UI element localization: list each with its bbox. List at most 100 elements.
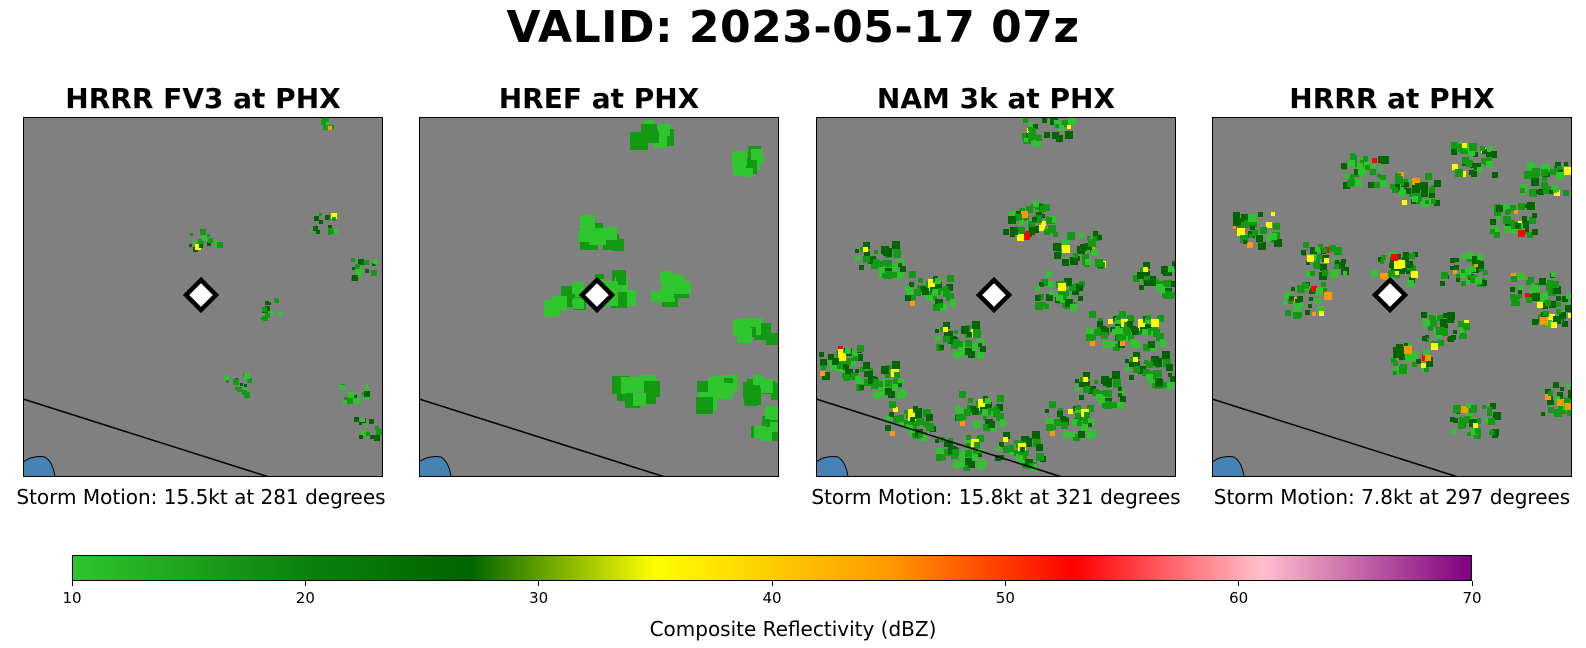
reflectivity-echo: [1032, 217, 1037, 222]
reflectivity-echo: [954, 340, 960, 346]
reflectivity-echo: [947, 275, 954, 282]
reflectivity-echo: [325, 215, 330, 220]
reflectivity-echo: [1415, 183, 1420, 188]
reflectivity-echo: [1492, 432, 1498, 438]
reflectivity-echo: [1474, 263, 1478, 267]
reflectivity-echo: [1069, 284, 1076, 291]
reflectivity-echo: [1430, 320, 1437, 327]
reflectivity-echo: [1118, 387, 1122, 391]
reflectivity-echo: [332, 217, 336, 221]
reflectivity-echo: [1022, 133, 1029, 140]
reflectivity-echo: [899, 420, 904, 425]
reflectivity-echo: [1143, 344, 1150, 351]
reflectivity-echo: [1321, 282, 1326, 287]
reflectivity-echo: [1463, 323, 1470, 330]
reflectivity-echo: [995, 446, 1000, 451]
reflectivity-echo: [944, 449, 951, 456]
reflectivity-echo: [261, 317, 264, 320]
reflectivity-echo: [884, 271, 892, 279]
reflectivity-echo: [1462, 334, 1467, 339]
reflectivity-echo: [966, 435, 971, 440]
reflectivity-echo: [1016, 454, 1023, 461]
reflectivity-echo: [356, 271, 362, 277]
reflectivity-echo: [1333, 257, 1337, 261]
reflectivity-echo: [1395, 271, 1399, 275]
reflectivity-echo: [198, 239, 204, 245]
reflectivity-echo: [347, 398, 353, 404]
reflectivity-echo: [1154, 358, 1162, 366]
reflectivity-echo: [1003, 446, 1010, 453]
reflectivity-echo: [1567, 397, 1572, 405]
reflectivity-echo: [1062, 245, 1070, 253]
reflectivity-echo: [1450, 266, 1454, 270]
reflectivity-echo: [1557, 392, 1563, 398]
reflectivity-echo: [354, 395, 357, 398]
reflectivity-echo: [1168, 373, 1172, 377]
reflectivity-echo: [1297, 296, 1303, 302]
reflectivity-echo: [1150, 276, 1156, 282]
reflectivity-echo: [1556, 172, 1564, 180]
reflectivity-echo: [1475, 277, 1482, 284]
reflectivity-echo: [889, 401, 896, 408]
reflectivity-echo: [1553, 382, 1559, 388]
reflectivity-echo: [923, 421, 929, 427]
reflectivity-echo: [1421, 312, 1427, 318]
reflectivity-echo: [1460, 328, 1465, 333]
reflectivity-echo: [1482, 149, 1487, 154]
reflectivity-echo: [1511, 273, 1516, 278]
reflectivity-echo: [1443, 313, 1448, 318]
reflectivity-echo: [328, 232, 331, 235]
reflectivity-echo: [943, 289, 950, 296]
reflectivity-echo: [1129, 330, 1134, 335]
reflectivity-echo: [1473, 423, 1478, 428]
reflectivity-echo: [358, 259, 364, 265]
reflectivity-echo: [1363, 156, 1368, 161]
reflectivity-echo: [949, 339, 953, 343]
reflectivity-echo: [1404, 346, 1412, 354]
reflectivity-echo: [1518, 273, 1525, 280]
reflectivity-echo: [1560, 387, 1564, 391]
reflectivity-echo: [1510, 294, 1516, 300]
reflectivity-echo: [1562, 296, 1568, 302]
reflectivity-echo: [855, 249, 859, 253]
reflectivity-echo: [1046, 271, 1052, 277]
reflectivity-echo: [943, 336, 950, 343]
reflectivity-echo: [1137, 272, 1144, 279]
reflectivity-echo: [943, 322, 950, 329]
colorbar-label: Composite Reflectivity (dBZ): [649, 617, 937, 641]
reflectivity-echo: [1492, 172, 1498, 178]
reflectivity-echo: [1103, 327, 1108, 332]
reflectivity-echo: [1434, 180, 1441, 187]
reflectivity-echo: [376, 429, 382, 435]
state-border: [816, 398, 1063, 477]
reflectivity-echo: [1324, 258, 1329, 263]
reflectivity-echo: [1320, 264, 1327, 271]
reflectivity-echo: [1518, 203, 1525, 210]
reflectivity-echo: [855, 369, 859, 373]
colorbar-tick-mark: [1004, 581, 1006, 586]
reflectivity-echo: [1568, 390, 1572, 398]
reflectivity-echo: [1151, 319, 1159, 327]
reflectivity-echo: [1009, 211, 1015, 217]
reflectivity-echo: [1476, 261, 1484, 269]
reflectivity-echo: [1527, 202, 1535, 210]
reflectivity-echo: [1146, 374, 1153, 381]
reflectivity-echo: [1530, 285, 1538, 293]
reflectivity-echo: [1456, 274, 1461, 279]
reflectivity-echo: [950, 301, 956, 307]
reflectivity-echo: [352, 275, 358, 281]
reflectivity-echo: [982, 409, 988, 415]
reflectivity-echo: [1390, 184, 1395, 189]
reflectivity-echo: [905, 295, 911, 301]
reflectivity-echo: [1335, 260, 1339, 264]
reflectivity-echo: [1033, 439, 1041, 447]
reflectivity-echo: [965, 348, 972, 355]
reflectivity-echo: [1103, 341, 1110, 348]
reflectivity-echo: [1496, 205, 1503, 212]
reflectivity-echo: [772, 424, 779, 441]
reflectivity-echo: [1024, 138, 1028, 142]
reflectivity-echo: [873, 391, 880, 398]
reflectivity-echo: [965, 450, 972, 457]
reflectivity-echo: [365, 385, 369, 389]
reflectivity-echo: [1541, 182, 1548, 189]
